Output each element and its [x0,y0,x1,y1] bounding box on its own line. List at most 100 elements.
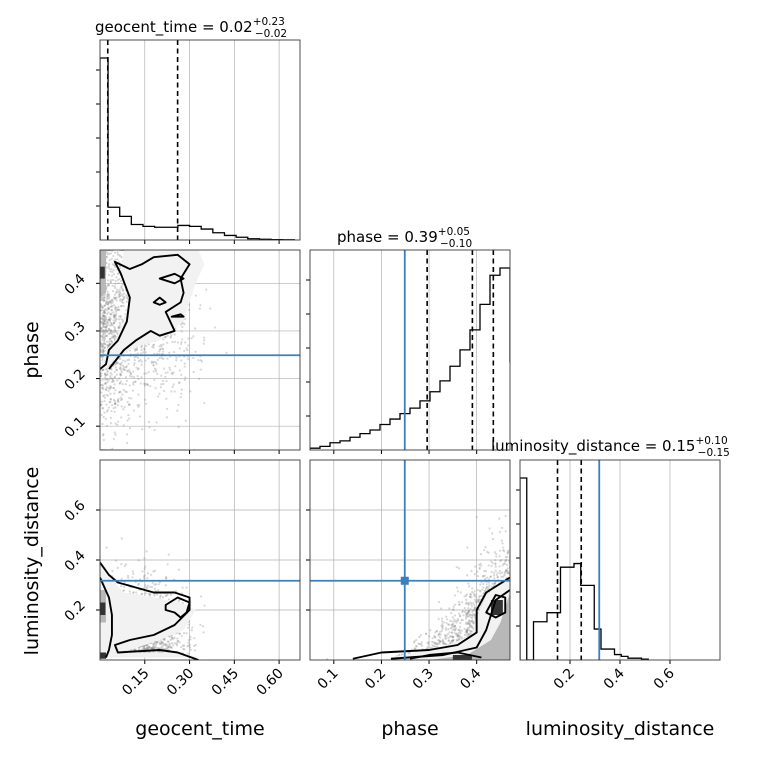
scatter-point [468,585,471,588]
scatter-point [477,600,481,603]
scatter-point [164,643,167,646]
scatter-point [102,325,105,328]
scatter-point [166,647,169,651]
scatter-point [136,404,139,407]
scatter-point [121,393,124,396]
scatter-point [146,572,150,575]
scatter-point [181,586,184,589]
scatter-point [107,307,110,310]
scatter-point [110,409,113,413]
scatter-point [114,559,118,562]
scatter-point [104,315,107,318]
scatter-point [487,581,491,584]
scatter-point [104,381,108,385]
scatter-point [473,613,477,616]
scatter-point [429,646,432,649]
scatter-point [121,287,124,290]
scatter-point [451,639,455,642]
scatter-point [506,551,509,554]
scatter-point [496,571,499,574]
scatter-point [141,428,144,431]
scatter-point [114,308,117,311]
scatter-point [153,587,156,590]
scatter-point [159,639,162,642]
scatter-point [194,350,197,353]
scatter-point [108,295,111,298]
scatter-point [186,626,190,629]
scatter-point [102,349,105,353]
scatter-point [113,376,117,379]
scatter-point [100,335,103,338]
scatter-point [164,584,167,587]
scatter-point [157,647,160,650]
scatter-point [142,644,146,648]
scatter-point [467,609,470,612]
scatter-point [488,527,491,530]
scatter-point [477,598,481,602]
scatter-point [452,608,455,611]
scatter-point [493,577,496,580]
scatter-point [145,586,148,589]
scatter-point [101,330,104,333]
scatter-point [103,330,106,333]
scatter-point [100,326,104,329]
scatter-point [155,370,158,373]
scatter-point [194,327,197,330]
scatter-point [114,334,117,337]
scatter-point [490,585,493,588]
scatter-point [149,592,152,596]
scatter-point [111,378,114,381]
scatter-point [132,375,136,379]
scatter-point [504,570,507,573]
scatter-point [166,407,169,410]
scatter-point [467,633,471,636]
scatter-point [114,402,117,406]
scatter-point [144,402,148,405]
contour-inner [485,594,507,619]
scatter-point [115,361,118,364]
scatter-point [451,636,455,639]
scatter-point [101,306,104,309]
scatter-point [107,322,110,325]
scatter-point [117,296,120,299]
scatter-point [466,615,469,618]
scatter-point [109,320,112,323]
scatter-point [464,602,468,605]
scatter-point [435,629,439,633]
scatter-point [161,641,164,644]
scatter-point [102,333,105,336]
scatter-point [427,635,431,638]
scatter-point [118,321,121,324]
scatter-point [103,299,106,302]
scatter-point [130,375,134,378]
scatter-point [111,404,114,407]
scatter-point [506,552,509,555]
density-region-inner-low [452,655,472,660]
scatter-point [115,312,118,315]
scatter-point [419,634,422,637]
scatter-point [144,398,147,401]
scatter-point [117,327,120,330]
hist-frame-luminosity_distance [519,459,721,661]
scatter-point [445,634,448,638]
scatter-point [470,569,473,573]
scatter-point [449,635,452,638]
scatter-point [177,600,180,603]
scatter-point [119,367,122,370]
scatter-point [101,315,104,318]
scatter-point [106,321,109,324]
scatter-point [467,607,470,610]
scatter-point [109,305,112,308]
scatter-point [147,646,150,649]
scatter-point [473,598,476,601]
scatter-point [101,334,104,337]
scatter-point [452,639,455,642]
scatter-point [108,318,111,321]
scatter-point [112,334,115,337]
scatter-point [100,321,104,324]
scatter-point [146,644,149,647]
scatter-point [447,639,451,642]
scatter-point [471,621,475,625]
scatter-point [467,621,470,624]
scatter-point [449,635,452,638]
